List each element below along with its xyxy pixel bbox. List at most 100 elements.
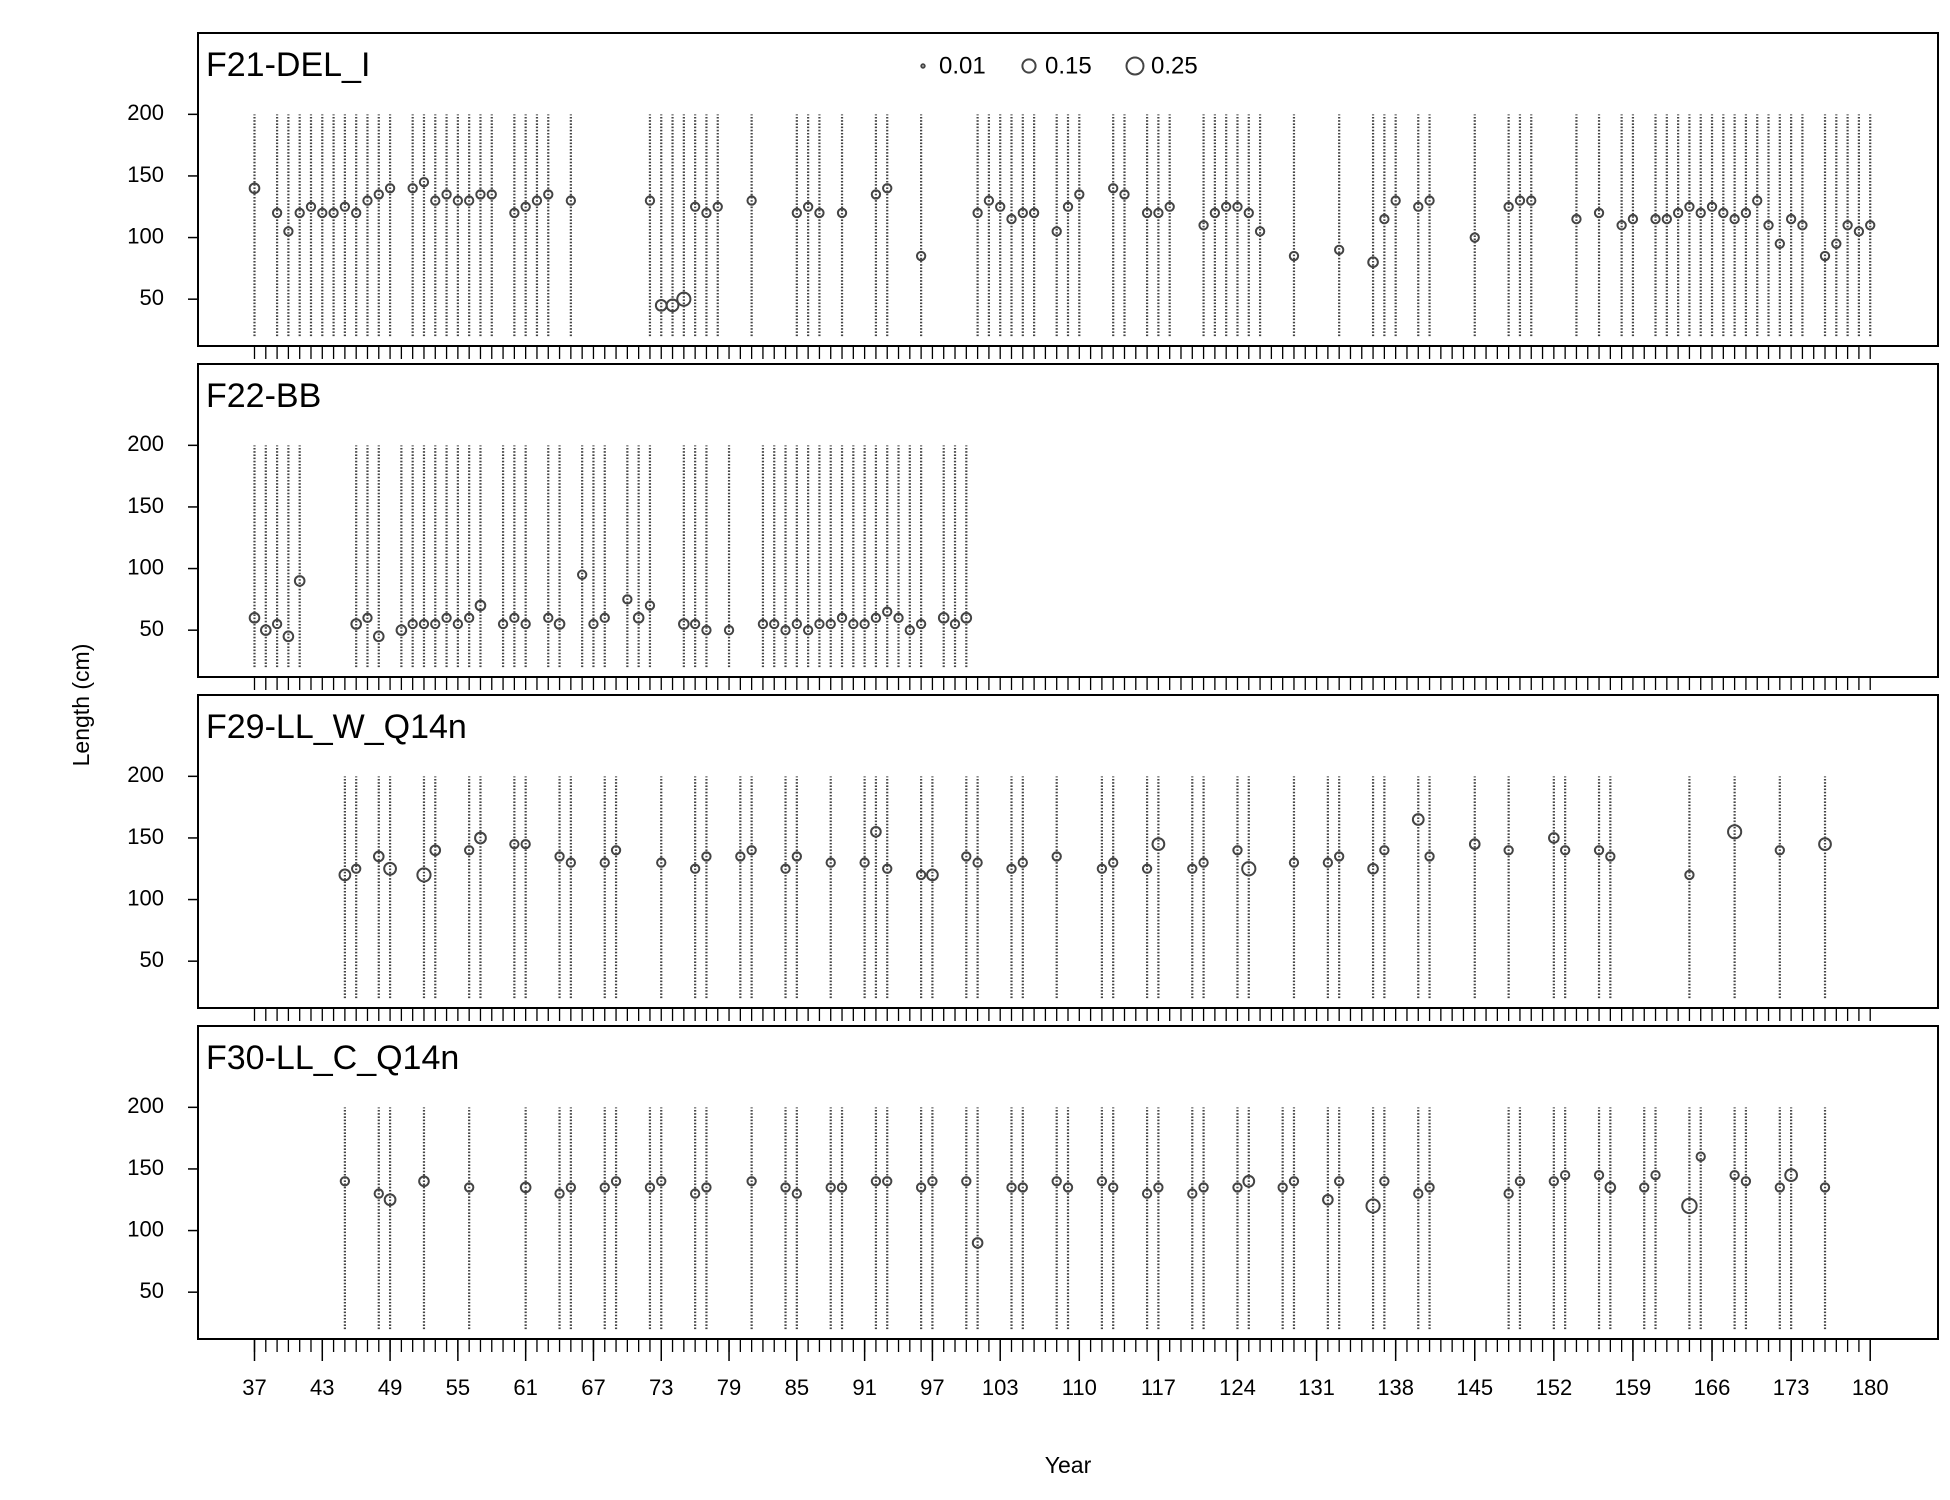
bubble <box>859 618 870 630</box>
y-tick-label: 100 <box>127 1216 164 1241</box>
bubble <box>565 857 577 868</box>
x-tick-label: 117 <box>1141 1375 1176 1400</box>
bubble <box>1379 1176 1390 1187</box>
bubble <box>1740 207 1752 219</box>
bubble <box>1006 863 1017 874</box>
bubble <box>599 857 610 868</box>
y-tick-label: 200 <box>127 762 164 787</box>
bubble <box>1390 195 1401 206</box>
bubble <box>372 630 385 643</box>
bubble <box>1548 1176 1560 1187</box>
bubble <box>1413 201 1424 212</box>
legend-bubble <box>1021 58 1037 74</box>
bubble <box>1503 201 1514 212</box>
bubble <box>328 207 339 219</box>
bubble <box>1062 1182 1074 1193</box>
bubble <box>1153 1182 1164 1193</box>
bubble <box>418 618 430 630</box>
bubble <box>531 195 543 206</box>
bubble <box>1119 189 1130 200</box>
panel-title: F21-DEL_I <box>206 46 370 84</box>
bubble <box>351 207 362 219</box>
bubble <box>769 618 780 630</box>
bubble <box>248 182 261 195</box>
bubble <box>665 298 680 313</box>
bubble <box>1593 845 1605 856</box>
bubble <box>1322 1193 1334 1206</box>
bubble <box>1681 1197 1698 1215</box>
y-tick-label: 150 <box>127 162 164 187</box>
bubble <box>937 612 950 624</box>
bubble <box>622 594 633 605</box>
bubble <box>271 207 283 219</box>
bubble <box>1198 1182 1209 1193</box>
bubble <box>893 612 904 624</box>
x-tick-label: 55 <box>446 1375 470 1400</box>
bubble <box>1774 845 1785 856</box>
bubble <box>1413 1188 1424 1199</box>
bubble <box>836 207 848 219</box>
bubble <box>825 1182 836 1193</box>
bubble <box>565 1182 577 1193</box>
bubble <box>870 612 882 624</box>
bubble <box>1379 213 1390 225</box>
x-tick-label: 159 <box>1615 1375 1652 1400</box>
bubble <box>1241 861 1257 877</box>
x-axis-label: Year <box>1045 1452 1092 1478</box>
y-tick-label: 150 <box>127 824 164 849</box>
bubble <box>1334 244 1345 256</box>
legend-bubble <box>1125 56 1145 76</box>
bubble <box>882 863 893 874</box>
y-tick-label: 50 <box>140 1278 164 1303</box>
bubble <box>780 625 791 636</box>
bubble <box>1108 183 1119 194</box>
bubble <box>294 207 305 219</box>
panel-title: F22-BB <box>206 377 321 415</box>
bubble <box>780 1182 791 1193</box>
y-tick-label: 200 <box>127 431 164 456</box>
bubble <box>1006 213 1017 225</box>
bubble <box>882 606 893 617</box>
bubble <box>1108 1182 1119 1193</box>
x-tick-label: 43 <box>310 1375 334 1400</box>
bubble <box>271 618 283 630</box>
bubble <box>1288 857 1300 868</box>
bubble <box>791 851 802 862</box>
y-tick-label: 200 <box>127 1093 164 1118</box>
bubble <box>1198 220 1209 231</box>
x-tick-label: 124 <box>1219 1375 1256 1400</box>
bubbles <box>343 1107 1827 1330</box>
bubble <box>1740 1176 1752 1187</box>
bubble <box>520 201 531 212</box>
bubble <box>474 831 487 845</box>
bubble <box>836 1182 848 1193</box>
bubble <box>1819 250 1831 262</box>
bubble <box>836 612 848 624</box>
bubble <box>1627 213 1639 225</box>
bubble <box>1051 1176 1062 1187</box>
bubble <box>520 838 531 850</box>
bubble <box>553 618 566 630</box>
bubble <box>486 189 497 200</box>
bubble <box>882 183 893 194</box>
bubble <box>632 612 645 624</box>
bubble <box>248 612 261 624</box>
bubble <box>1277 1182 1288 1193</box>
bubble <box>1785 213 1797 225</box>
bubble <box>1232 201 1243 212</box>
bubble <box>1865 220 1876 231</box>
bubble <box>1727 824 1743 840</box>
bubble <box>1322 857 1334 868</box>
bubble <box>1242 1174 1256 1188</box>
bubble <box>416 867 432 883</box>
bubble <box>1062 201 1074 212</box>
bubble <box>746 195 757 206</box>
legend-bubble <box>920 63 926 69</box>
bubble <box>599 1182 610 1193</box>
bubble <box>372 850 385 863</box>
bubble <box>1108 857 1119 868</box>
bubble <box>464 195 475 206</box>
bubble <box>1503 1188 1514 1199</box>
bubble <box>588 618 599 630</box>
